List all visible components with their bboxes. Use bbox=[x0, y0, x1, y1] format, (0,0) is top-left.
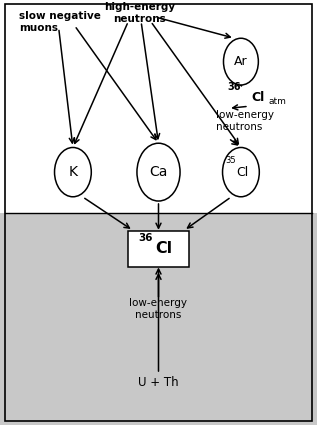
Circle shape bbox=[137, 143, 180, 201]
Text: K: K bbox=[68, 165, 77, 179]
Text: Ar: Ar bbox=[234, 55, 248, 68]
Circle shape bbox=[55, 147, 91, 197]
Text: low-energy
neutrons: low-energy neutrons bbox=[216, 110, 274, 133]
Circle shape bbox=[223, 147, 259, 197]
Text: Cl: Cl bbox=[251, 91, 265, 104]
Bar bbox=[0, 212, 317, 425]
Text: atm: atm bbox=[269, 96, 287, 106]
Bar bbox=[0, 0, 317, 212]
Text: 36: 36 bbox=[227, 82, 241, 92]
Text: 36: 36 bbox=[139, 233, 153, 243]
Circle shape bbox=[223, 38, 258, 85]
Text: slow negative
muons: slow negative muons bbox=[19, 11, 101, 33]
Text: Cl: Cl bbox=[236, 166, 249, 178]
Text: U + Th: U + Th bbox=[138, 376, 179, 389]
Text: 35: 35 bbox=[226, 156, 236, 165]
Text: Cl: Cl bbox=[156, 241, 173, 256]
FancyBboxPatch shape bbox=[128, 230, 189, 267]
Text: low-energy
neutrons: low-energy neutrons bbox=[130, 298, 187, 320]
Text: high-energy
neutrons: high-energy neutrons bbox=[104, 2, 175, 24]
Text: Ca: Ca bbox=[149, 165, 168, 179]
